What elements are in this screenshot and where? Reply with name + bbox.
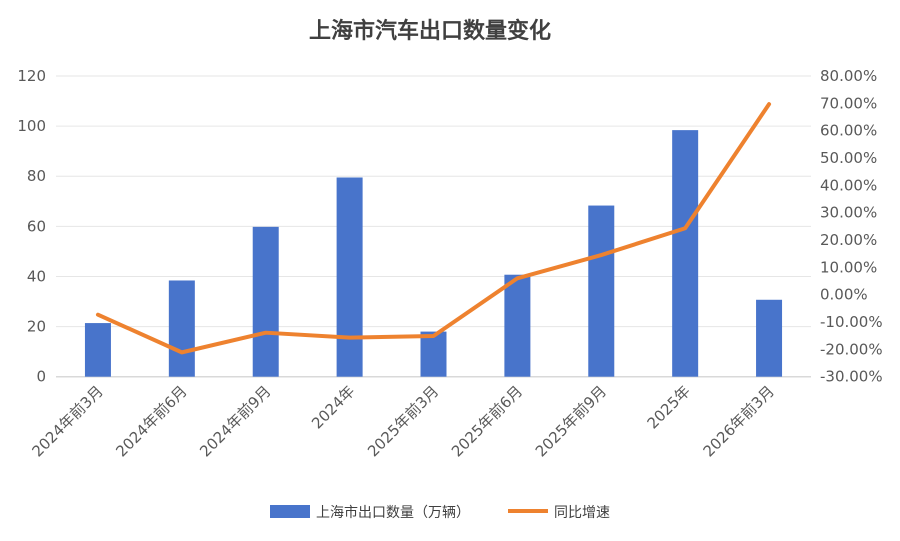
x-tick-label: 2025年前9月 (532, 382, 610, 460)
bar (504, 274, 531, 377)
x-tick-label: 2026年前3月 (700, 382, 778, 460)
x-tick-label: 2024年前9月 (196, 382, 274, 460)
legend-label-line: 同比增速 (554, 505, 610, 521)
right-tick-label: 60.00% (820, 122, 877, 140)
right-tick-label: 0.00% (820, 286, 868, 304)
x-tick-label: 2025年前3月 (364, 382, 442, 460)
right-tick-label: 70.00% (820, 94, 877, 112)
left-tick-label: 20 (27, 318, 46, 336)
x-tick-label: 2024年前3月 (28, 382, 106, 460)
bar (672, 130, 699, 377)
left-tick-label: 80 (27, 167, 46, 185)
chart-title: 上海市汽车出口数量变化 (309, 18, 551, 44)
bar (420, 331, 447, 377)
bar (252, 226, 279, 377)
left-tick-label: 60 (27, 217, 46, 235)
right-tick-label: -20.00% (820, 340, 883, 358)
right-tick-label: 10.00% (820, 258, 877, 276)
right-tick-label: 80.00% (820, 67, 877, 85)
bar (84, 323, 111, 377)
right-tick-label: -30.00% (820, 368, 883, 386)
x-axis-ticks: 2024年前3月 2024年前6月 2024年前9月 2024年 2025年前3月 202… (28, 382, 777, 460)
left-tick-label: 40 (27, 267, 46, 285)
right-tick-label: -10.00% (820, 313, 883, 331)
line-series (95, 102, 772, 355)
right-axis-ticks: -30.00% -20.00% -10.00% 0.00% 10.00% 20.00% 30… (820, 67, 883, 386)
right-tick-label: 50.00% (820, 149, 877, 167)
bar (168, 280, 195, 377)
legend-label-bar: 上海市出口数量（万辆） (316, 504, 470, 521)
x-tick-label: 2024年 (308, 382, 358, 432)
legend: 上海市出口数量（万辆） 同比增速 (270, 504, 610, 521)
left-tick-label: 120 (17, 67, 46, 85)
x-tick-label: 2025年前6月 (448, 382, 526, 460)
bar (336, 177, 363, 377)
bar-series (84, 130, 783, 377)
bar (588, 205, 615, 377)
left-tick-label: 100 (17, 117, 46, 135)
left-tick-label: 0 (36, 368, 46, 386)
growth-line (95, 102, 772, 355)
x-tick-label: 2024年前6月 (112, 382, 190, 460)
x-tick-label: 2025年 (644, 382, 694, 432)
right-tick-label: 20.00% (820, 231, 877, 249)
legend-swatch-bar (270, 505, 310, 518)
bar (756, 299, 783, 377)
right-tick-label: 30.00% (820, 204, 877, 222)
right-tick-label: 40.00% (820, 176, 877, 194)
left-axis-ticks: 0 20 40 60 80 100 120 (17, 67, 46, 386)
